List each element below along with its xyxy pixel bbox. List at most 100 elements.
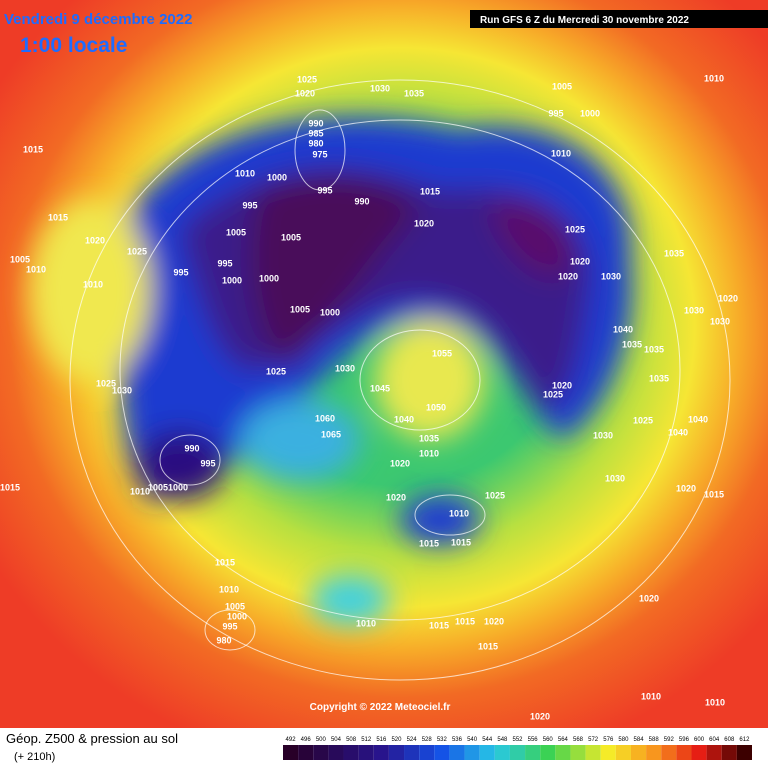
- isobar-label: 1015: [0, 482, 20, 492]
- isobar-label: 1010: [551, 148, 571, 158]
- colorbar-cell: [373, 745, 389, 760]
- colorbar-cell: [464, 745, 480, 760]
- isobar-label: 1010: [449, 508, 469, 518]
- isobar-label: 1005: [148, 482, 168, 492]
- colorbar-cell: [404, 745, 420, 760]
- isobar-label: 1015: [704, 489, 724, 499]
- isobar-label: 1000: [222, 275, 242, 285]
- isobar-label: 1045: [370, 383, 390, 393]
- colorbar-cell: [630, 745, 647, 760]
- isobar-label: 1000: [259, 273, 279, 283]
- colorbar-cell: [615, 745, 631, 760]
- isobar-label: 1065: [321, 429, 341, 439]
- colorbar-label: 588: [649, 737, 660, 743]
- isobar-label: 995: [317, 185, 332, 195]
- isobar-label: 1025: [96, 378, 116, 388]
- colorbar-cell: [570, 745, 586, 760]
- colorbar-cell: [449, 745, 465, 760]
- isobar-label: 1025: [633, 415, 653, 425]
- colorbar-label: 600: [694, 737, 705, 743]
- time: 1:00 locale: [20, 34, 127, 57]
- colorbar-cell: [555, 745, 571, 760]
- isobar-label: 1020: [390, 458, 410, 468]
- isobar-label: 1030: [112, 385, 132, 395]
- isobar-label: 1025: [266, 366, 286, 376]
- isobar-label: 1010: [641, 691, 661, 701]
- isobar-label: 1030: [335, 363, 355, 373]
- colorbar-cell: [494, 745, 510, 760]
- isobar-label: 1040: [613, 324, 633, 334]
- isobar-label: 1010: [26, 264, 46, 274]
- isobar-label: 1010: [235, 168, 255, 178]
- isobar-label: 1015: [48, 212, 68, 222]
- copyright: Copyright © 2022 Meteociel.fr: [310, 702, 451, 713]
- isobar-label: 1025: [485, 490, 505, 500]
- isobar-label: 1020: [639, 593, 659, 603]
- colorbar-label: 560: [543, 737, 554, 743]
- colorbar-cell: [419, 745, 435, 760]
- colorbar-cell: [706, 745, 722, 760]
- legend-title: Géop. Z500 & pression au sol: [6, 731, 178, 746]
- isobar-label: 1035: [649, 373, 669, 383]
- isobar-label: 1025: [297, 74, 317, 84]
- colorbar-cell: [358, 745, 374, 760]
- colorbar-cell: [328, 745, 344, 760]
- isobar-label: 1010: [419, 448, 439, 458]
- isobar-label: 1000: [580, 108, 600, 118]
- colorbar-label: 508: [346, 737, 357, 743]
- run-info: Run GFS 6 Z du Mercredi 30 novembre 2022: [480, 15, 689, 26]
- colorbar-label: 504: [331, 737, 342, 743]
- colorbar-cell: [661, 745, 677, 760]
- isobar-label: 1020: [570, 256, 590, 266]
- isobar-label: 1015: [451, 537, 471, 547]
- colorbar-label: 612: [739, 737, 750, 743]
- isobar-label: 995: [173, 267, 188, 277]
- isobar-label: 1030: [710, 316, 730, 326]
- isobar-label: 1005: [290, 304, 310, 314]
- colorbar-label: 524: [407, 737, 418, 743]
- isobar-label: 995: [222, 621, 237, 631]
- isobar-label: 1020: [386, 492, 406, 502]
- colorbar-cell: [509, 745, 526, 760]
- colorbar-label: 500: [316, 737, 327, 743]
- isolines: [69, 79, 731, 681]
- isobar-label: 1000: [168, 482, 188, 492]
- colorbar-label: 536: [452, 737, 463, 743]
- colorbar: 492 496 500 504 508 512 516 520 524 528 532 536 540 5…: [283, 737, 752, 760]
- isobar-label: 1005: [281, 232, 301, 242]
- colorbar-label: 584: [634, 737, 645, 743]
- colorbar-cell: [343, 745, 359, 760]
- colorbar-label: 548: [497, 737, 508, 743]
- isobar-label: 1015: [455, 616, 475, 626]
- colorbar-label: 528: [422, 737, 433, 743]
- isobar-label: 1060: [315, 413, 335, 423]
- isobar-label: 1010: [83, 279, 103, 289]
- isobar-label: 1005: [552, 81, 572, 91]
- isobar-label: 1055: [432, 348, 452, 358]
- isobar-label: 1030: [370, 83, 390, 93]
- colorbar-cell: [736, 745, 752, 760]
- colorbar-cell: [600, 745, 616, 760]
- colorbar-cell: [434, 745, 450, 760]
- colorbar-label: 604: [709, 737, 720, 743]
- isobar-label: 995: [200, 458, 215, 468]
- isobar-label: 1020: [295, 88, 315, 98]
- isobar-label: 995: [242, 200, 257, 210]
- isobar-label: 1040: [668, 427, 688, 437]
- isobar-label: 1035: [419, 433, 439, 443]
- colorbar-label: 572: [588, 737, 599, 743]
- isobar-label: 1015: [420, 186, 440, 196]
- isobar-label: 1015: [478, 641, 498, 651]
- isobar-label: 980: [308, 138, 323, 148]
- colorbar-cell: [388, 745, 405, 760]
- isobar-label: 1035: [622, 339, 642, 349]
- isobar-label: 1050: [426, 402, 446, 412]
- isobar-label: 990: [354, 196, 369, 206]
- isobar-label: 1020: [552, 380, 572, 390]
- colorbar-label: 568: [573, 737, 584, 743]
- height-field: [30, 116, 632, 625]
- colorbar-cell: [676, 745, 692, 760]
